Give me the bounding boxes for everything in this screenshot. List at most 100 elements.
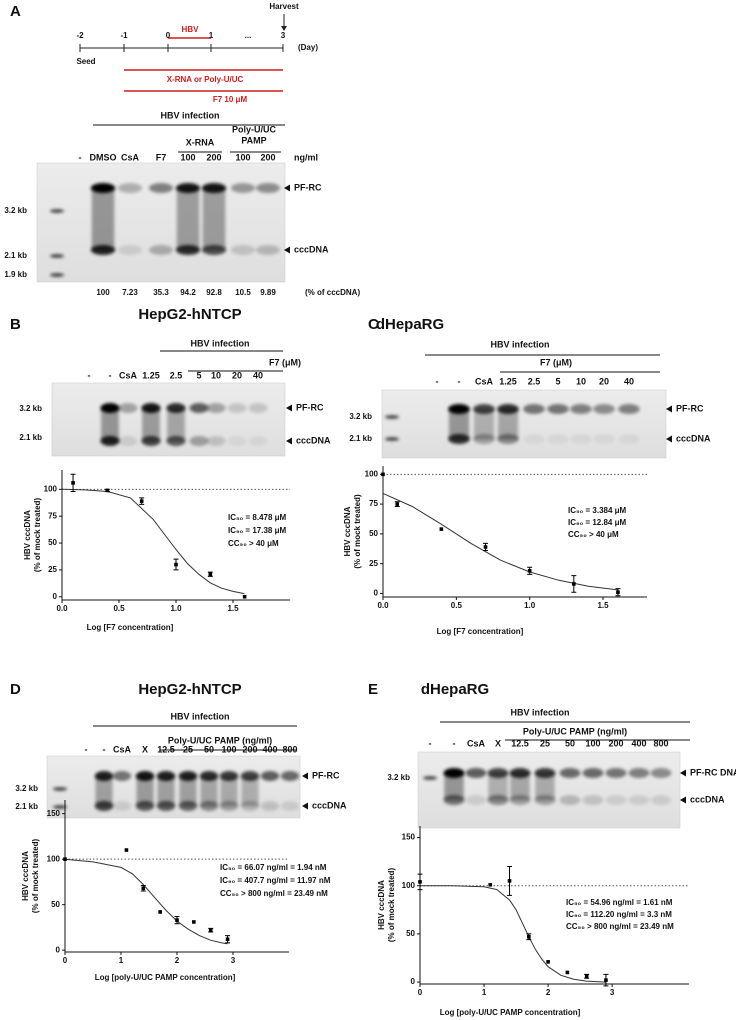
y-axis-label: HBV cccDNA [21, 851, 30, 901]
y-tick-label: 50 [406, 929, 415, 938]
lane-label: - [458, 376, 461, 386]
quant-value: 9.89 [260, 288, 276, 297]
blot-band [118, 403, 138, 413]
blot-band [509, 795, 531, 805]
harvest-arrowhead [281, 26, 287, 31]
blot-band [593, 434, 615, 444]
marker-label: 2.1 kb [349, 434, 372, 443]
data-point [192, 920, 196, 924]
blot-smear [535, 773, 555, 800]
band-label: cccDNA [676, 433, 711, 443]
blot-band [487, 768, 509, 778]
data-point [527, 569, 532, 573]
blot-band [650, 768, 672, 778]
lane-label: 50 [565, 738, 575, 748]
lane-label: 100 [235, 152, 250, 162]
blot-band [175, 245, 201, 255]
blot-band [240, 801, 260, 811]
data-point [527, 934, 531, 939]
panel-label: A [10, 3, 21, 20]
timeline: Harvest HBV (Day) Seed X-RNA or Poly-U/U… [76, 2, 318, 104]
blot-smear [136, 776, 154, 806]
blot-band [227, 403, 247, 413]
lane-label: 100 [221, 744, 236, 754]
lane-label: CsA [113, 744, 132, 754]
hbv-label: HBV [182, 25, 200, 34]
marker-label: 3.2 kb [19, 404, 42, 413]
lane-label: - [453, 738, 456, 748]
x-axis-label: Log [poly-U/UC PAMP concentration] [95, 973, 236, 982]
lane-label: CsA [475, 376, 494, 386]
blot-smear [157, 776, 175, 806]
subgroup-label: X-RNA [186, 137, 215, 147]
lane-label: 2.5 [528, 376, 541, 386]
data-point [395, 502, 400, 506]
blot-smear [473, 409, 495, 439]
data-point [242, 594, 247, 599]
ladder-band [50, 273, 64, 277]
blot-band [141, 403, 161, 413]
annotation: IC₅₀ = 66.07 ng/ml = 1.94 nM [220, 863, 327, 872]
blot-band [605, 768, 627, 778]
subgroup-label: PAMP [241, 135, 266, 145]
y-axis-label: (% of mock treated) [387, 868, 396, 943]
lane-label: 200 [608, 738, 623, 748]
ladder-band [50, 254, 64, 258]
band-label: cccDNA [690, 794, 725, 804]
blot-band [227, 436, 247, 446]
data-point [616, 590, 620, 595]
x-tick-label: 1 [119, 956, 124, 965]
blot-panel: dHepaRG HBV infection Poly-U/UC PAMP (ng/m… [387, 681, 736, 829]
subgroup-label: Poly-U/UC PAMP (ng/ml) [523, 726, 627, 736]
annotation: CC₅₀ > 40 μM [228, 539, 279, 548]
panel-title: HepG2-hNTCP [138, 306, 241, 323]
blot-smear [200, 776, 218, 806]
lane-label: 50 [204, 744, 214, 754]
blot-band [593, 404, 615, 414]
y-axis-label: (% of mock treated) [31, 839, 40, 914]
band-label: PF-RC [294, 182, 322, 192]
ladder-band [50, 209, 64, 213]
quant-value: 100 [96, 288, 110, 297]
x-tick-label: 3 [231, 956, 236, 965]
band-label: PF-RC [676, 403, 704, 413]
blot-band [219, 771, 239, 781]
blot-band [465, 795, 487, 805]
blot-band [118, 436, 138, 446]
data-point [584, 974, 589, 979]
blot-band [248, 436, 268, 446]
data-point [439, 527, 444, 531]
band-arrow [302, 802, 308, 810]
x-tick-label: 1 [482, 988, 487, 997]
x-tick-label: 0 [63, 956, 68, 965]
blot-band [255, 183, 281, 193]
blot-band [141, 436, 161, 446]
lane-label: F7 [156, 152, 167, 162]
blot-band [628, 768, 650, 778]
y-tick-label: 75 [48, 511, 57, 520]
blot-band [94, 771, 114, 781]
panel-label: B [10, 316, 21, 333]
blot-band [523, 434, 545, 444]
day-label: 0 [166, 31, 171, 40]
blot-band [90, 183, 116, 193]
panel-title: HepG2-hNTCP [138, 681, 241, 698]
group-label: HBV infection [510, 707, 569, 717]
lane-label: 10 [576, 376, 586, 386]
day-label: 3 [281, 31, 286, 40]
group-label: HBV infection [190, 338, 249, 348]
annotation: CC₅₀ > 40 μM [568, 530, 619, 539]
data-point [158, 910, 162, 914]
f7-label: F7 10 μM [213, 95, 248, 104]
band-arrow [286, 437, 292, 445]
annotation: IC₉₀ = 12.84 μM [568, 518, 626, 527]
blot-band [547, 404, 569, 414]
lane-label: DMSO [90, 152, 117, 162]
ladder-band [385, 415, 399, 419]
data-point [174, 562, 178, 567]
band-label: cccDNA [294, 244, 329, 254]
data-point [565, 970, 570, 975]
lane-label: CsA [467, 738, 486, 748]
data-point [124, 848, 129, 852]
blot-band [178, 801, 198, 811]
